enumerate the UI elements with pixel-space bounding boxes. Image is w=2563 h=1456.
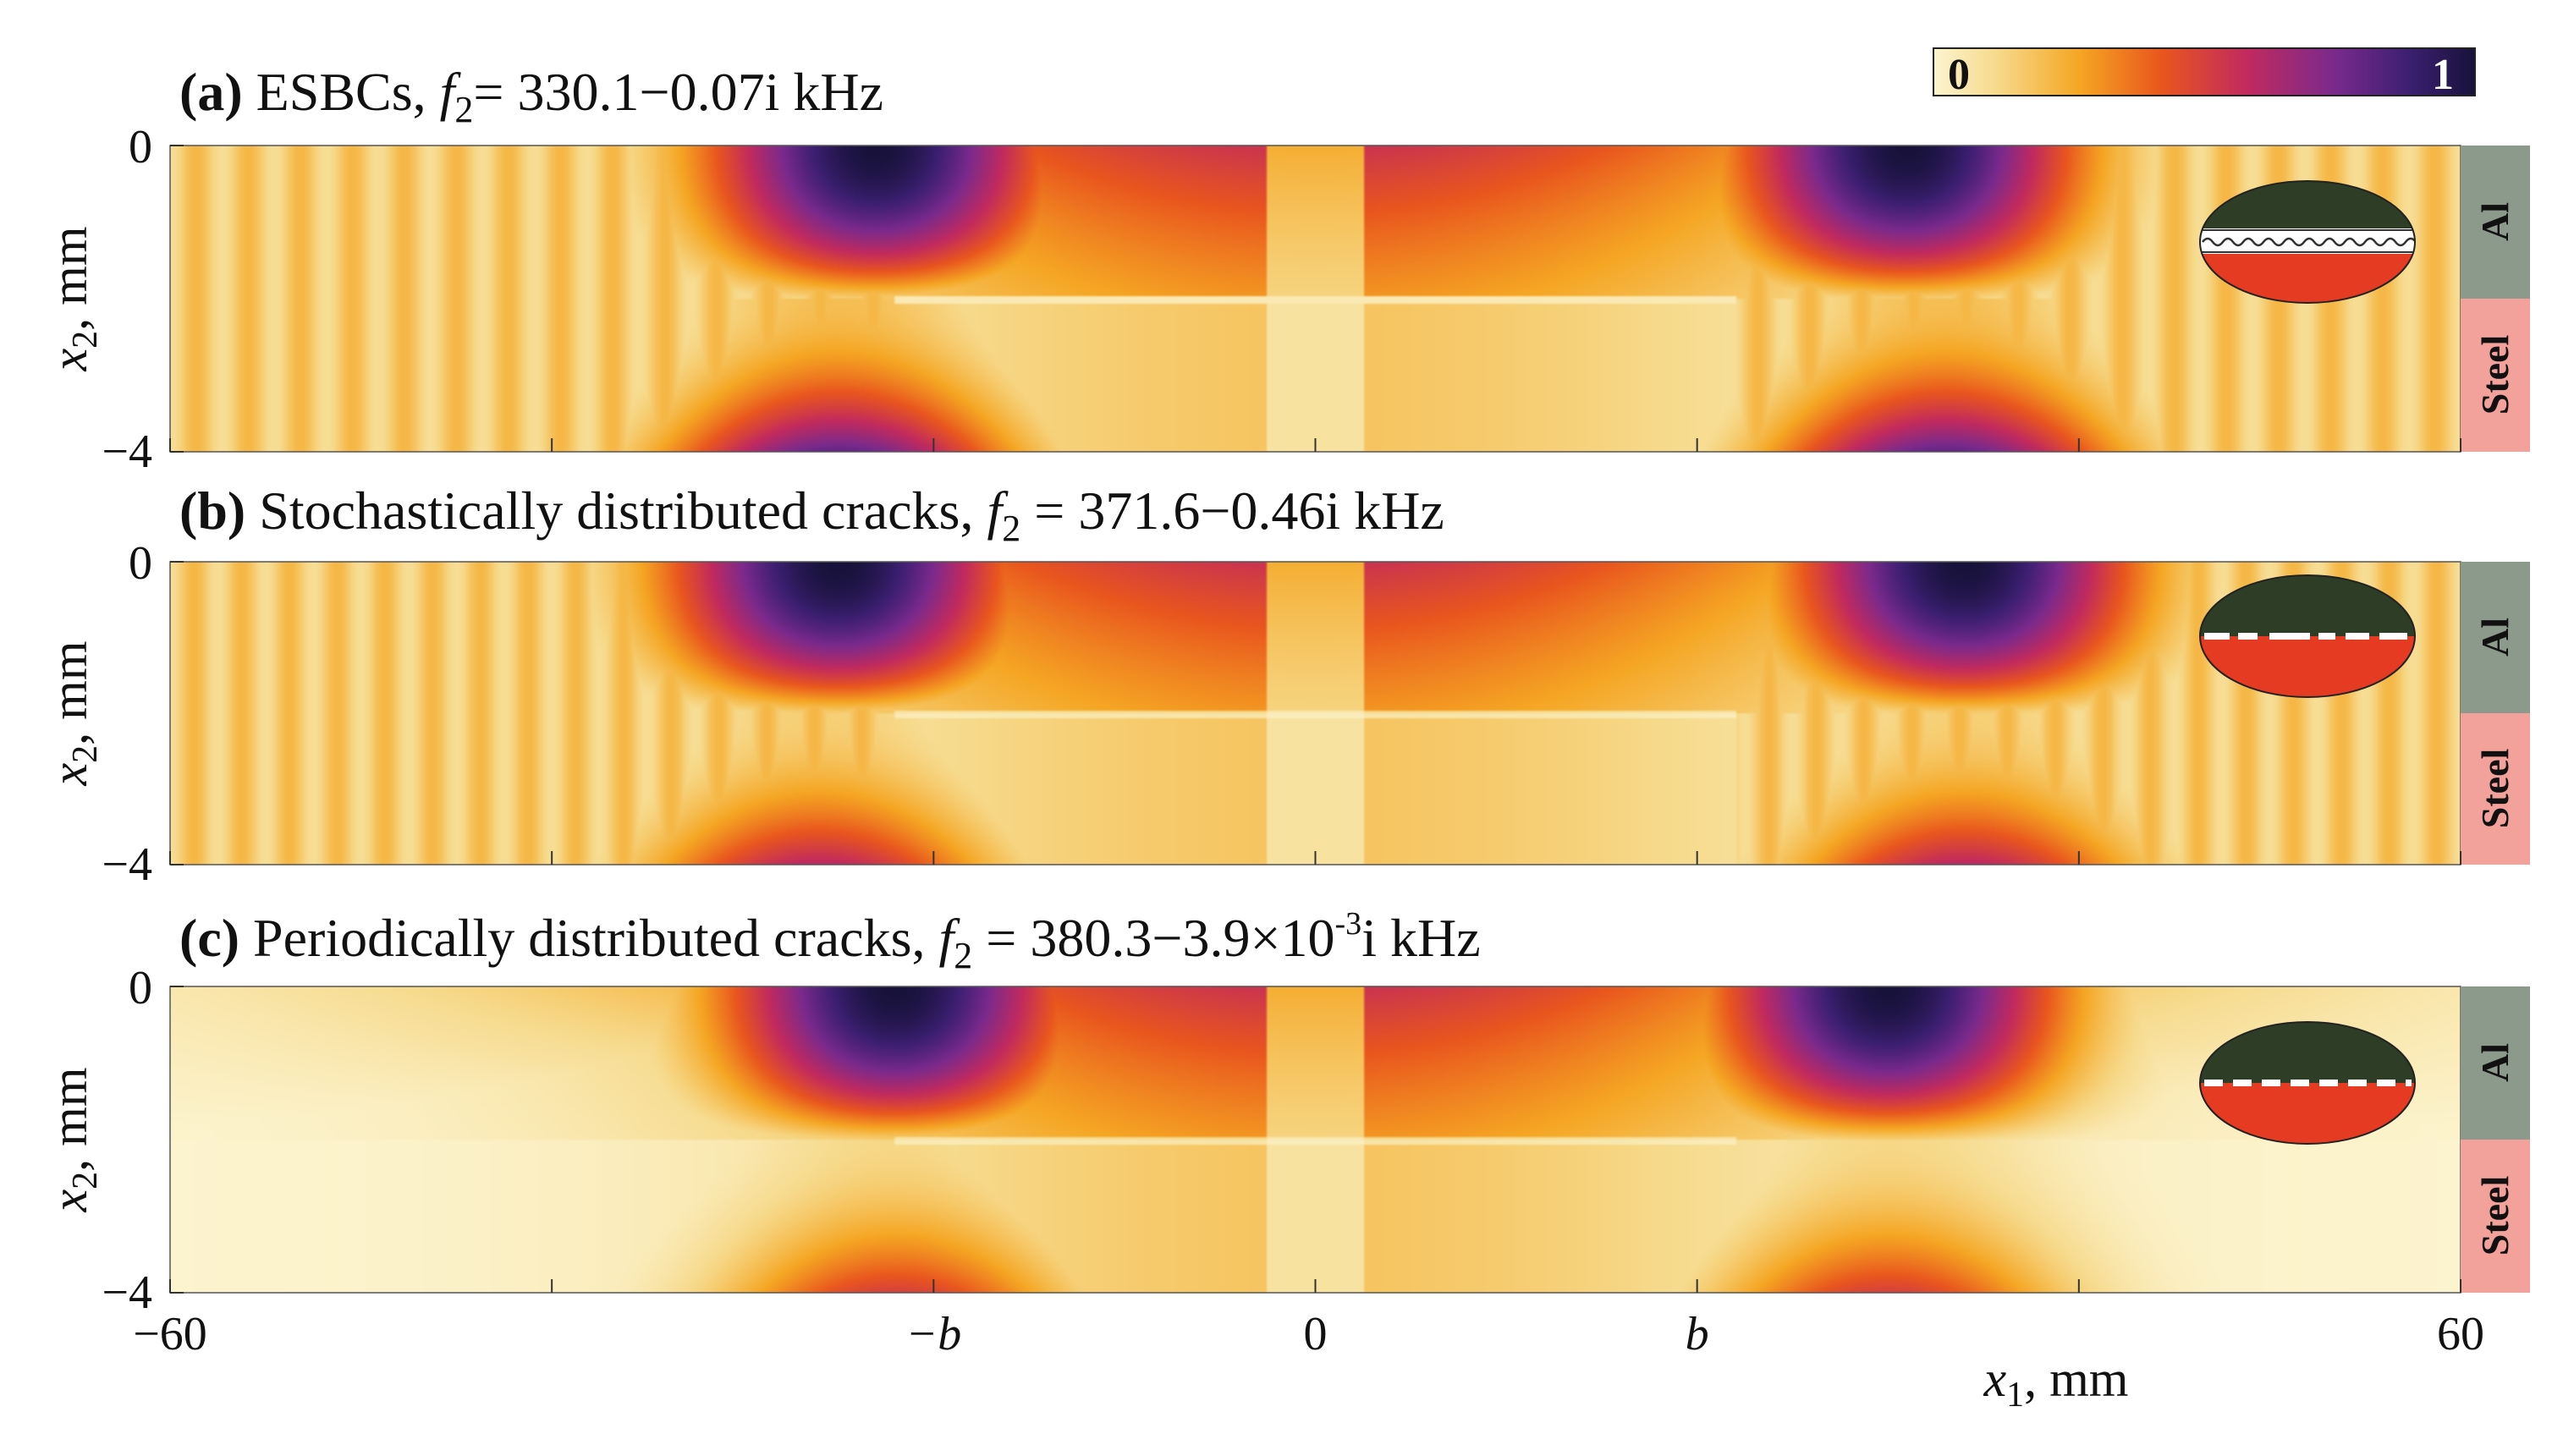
x-axis-label: x1, mm	[1983, 1351, 2129, 1415]
steel-strip-a	[2461, 299, 2530, 452]
al-label-c: Al	[2473, 1043, 2516, 1082]
steel-label-c: Steel	[2473, 1176, 2516, 1256]
y-tick-label: −4	[102, 1266, 152, 1319]
al-strip-c	[2461, 986, 2530, 1140]
y-axis-label-c: x2, mm	[41, 1068, 105, 1213]
panel-b-materials: Al Steel	[2461, 562, 2530, 865]
x-tick-label: 60	[2437, 1308, 2484, 1360]
panel-c-heatmap	[170, 986, 2461, 1293]
colorbar: 0 1	[1933, 47, 2476, 99]
steel-strip-c	[2461, 1140, 2530, 1293]
y-tick-label: −4	[102, 426, 152, 478]
steel-label-a: Steel	[2473, 335, 2516, 415]
panel-b	[169, 561, 2461, 865]
y-tick-label: 0	[129, 121, 152, 173]
y-axis-label-a: x2, mm	[41, 227, 105, 372]
y-tick-label: 0	[129, 962, 152, 1014]
colorbar-min-label: 0	[1948, 51, 1970, 99]
al-strip-b	[2461, 562, 2530, 713]
colorbar-max-label: 1	[2432, 51, 2454, 99]
inset-b-outline	[2199, 574, 2416, 698]
x-tick-label: b	[1686, 1308, 1709, 1360]
panel-a-title: (a) ESBCs, f2= 330.1−0.07i kHz	[179, 62, 883, 130]
y-tick-label: −4	[102, 838, 152, 891]
material-strips: Al Steel Al Steel Al Steel	[2461, 146, 2530, 1293]
panel-c-title: (c) Periodically distributed cracks, f2 …	[179, 906, 1481, 976]
x-tick-label: −60	[133, 1308, 207, 1360]
inset-c-outline	[2199, 1021, 2416, 1145]
panel-c	[169, 986, 2461, 1294]
steel-label-b: Steel	[2473, 749, 2516, 829]
panel-c-materials: Al Steel	[2461, 986, 2530, 1293]
x-tick-label: −b	[905, 1308, 961, 1360]
axes: 0−40−40−4−60 −b 0 b 60	[102, 121, 2484, 1360]
panel-b-title: (b) Stochastically distributed cracks, f…	[179, 481, 1444, 549]
inset-a-spring-layer	[2200, 228, 2415, 254]
panel-a-heatmap	[170, 146, 2461, 452]
colorbar-gradient	[1933, 47, 2476, 96]
panel-b-heatmap	[170, 562, 2461, 865]
al-strip-a	[2461, 146, 2530, 299]
al-label-a: Al	[2473, 202, 2516, 241]
inset-a-spring-lines	[2200, 229, 2415, 253]
spring-icon	[2202, 237, 2415, 247]
y-axis-label-b: x2, mm	[41, 641, 105, 787]
al-label-b: Al	[2473, 618, 2516, 657]
inset-a-outline	[2199, 180, 2416, 304]
panel-a-materials: Al Steel	[2461, 146, 2530, 452]
steel-strip-b	[2461, 713, 2530, 865]
panel-a	[169, 145, 2461, 453]
x-tick-label: 0	[1304, 1308, 1328, 1360]
y-tick-label: 0	[129, 537, 152, 590]
